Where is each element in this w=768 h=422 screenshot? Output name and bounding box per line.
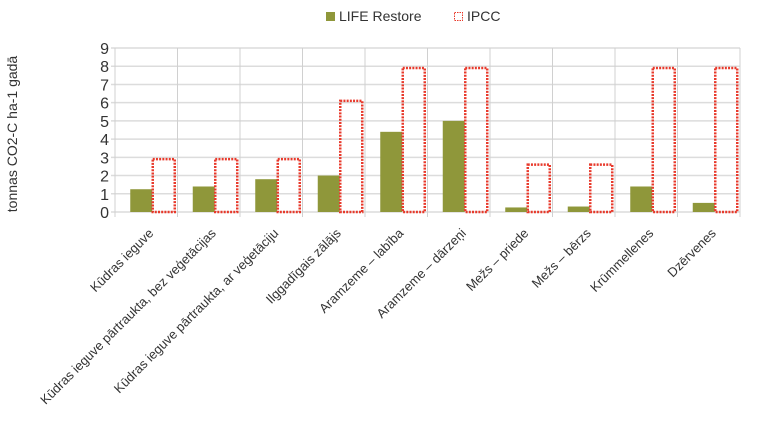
- y-tick-label: 6: [100, 96, 109, 113]
- bar-ipcc: [214, 157, 239, 214]
- y-tick-label: 3: [100, 150, 109, 167]
- y-tick-label: 9: [100, 41, 109, 58]
- y-tick-label: 2: [100, 169, 109, 186]
- bar-life-restore: [442, 120, 465, 212]
- y-tick-label: 5: [100, 114, 109, 131]
- bar-ipcc: [401, 66, 426, 214]
- bar-ipcc: [276, 157, 301, 214]
- y-axis-label: tonnas CO2-C ha-1 gadā: [4, 56, 20, 213]
- x-tick-label: Krūmmellenes: [587, 225, 657, 295]
- bar-ipcc: [714, 66, 739, 214]
- bar-ipcc: [526, 163, 551, 214]
- legend: LIFE Restore IPCC: [326, 8, 500, 24]
- y-tick-label: 1: [100, 187, 109, 204]
- bar-life-restore: [630, 186, 653, 212]
- bar-ipcc: [339, 99, 364, 214]
- y-tick-label: 4: [100, 132, 109, 149]
- y-tick-label: 7: [100, 77, 109, 94]
- bar-life-restore: [380, 131, 403, 212]
- bar-life-restore: [255, 179, 278, 212]
- legend-label-ipcc: IPCC: [467, 8, 500, 24]
- bar-life-restore: [567, 206, 590, 212]
- bar-life-restore: [317, 175, 340, 212]
- x-tick-label: Dzērvenes: [664, 225, 719, 280]
- bar-life-restore: [692, 202, 715, 212]
- x-tick-label: Mežs – bērzs: [529, 225, 595, 291]
- legend-label-life-restore: LIFE Restore: [339, 8, 422, 24]
- bar-ipcc: [589, 163, 614, 214]
- bars: [130, 66, 739, 214]
- legend-swatch-ipcc: [454, 12, 463, 21]
- bar-ipcc: [151, 157, 176, 214]
- x-tick-label: Mežs – priede: [463, 226, 531, 294]
- bar-ipcc: [464, 66, 489, 214]
- y-tick-label: 8: [100, 59, 109, 76]
- legend-swatch-life-restore: [326, 12, 335, 21]
- x-tick-label: Kūdras ieguve: [87, 226, 156, 295]
- y-tick-label: 0: [100, 205, 109, 222]
- bar-life-restore: [192, 186, 215, 212]
- bar-ipcc: [651, 66, 676, 214]
- bar-life-restore: [505, 207, 528, 212]
- bar-life-restore: [130, 189, 153, 212]
